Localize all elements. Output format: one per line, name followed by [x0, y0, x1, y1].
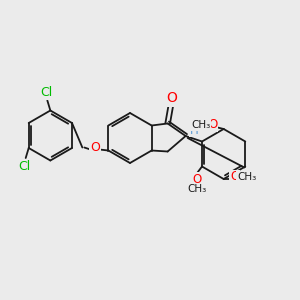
Text: H: H: [190, 124, 199, 136]
Text: Cl: Cl: [19, 160, 31, 172]
Text: CH₃: CH₃: [191, 120, 210, 130]
Text: CH₃: CH₃: [188, 184, 207, 194]
Text: Cl: Cl: [40, 86, 52, 99]
Text: O: O: [208, 118, 217, 131]
Text: O: O: [90, 141, 100, 154]
Text: O: O: [230, 170, 239, 184]
Text: O: O: [166, 92, 177, 106]
Text: CH₃: CH₃: [237, 172, 256, 182]
Text: O: O: [192, 173, 202, 186]
